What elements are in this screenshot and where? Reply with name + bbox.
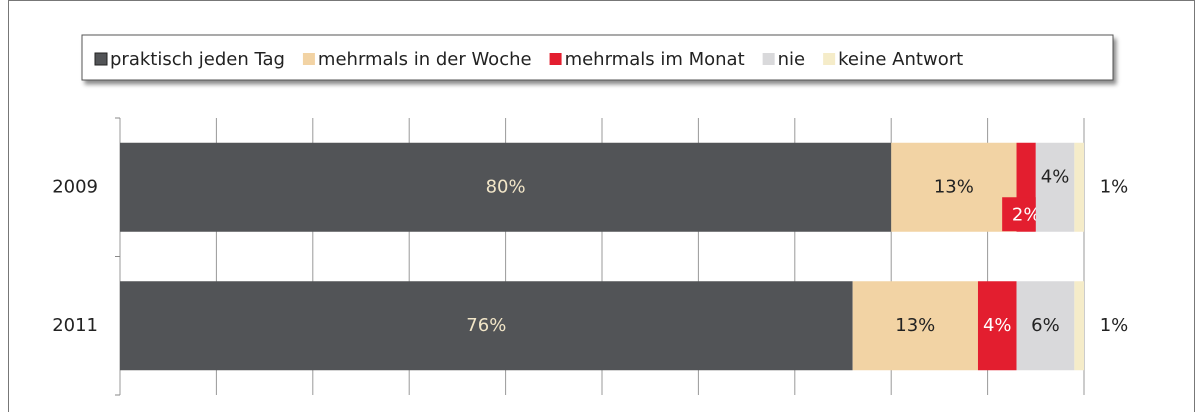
value-label: 6% [1031, 315, 1060, 336]
legend-label: praktisch jeden Tag [110, 49, 285, 70]
legend-swatch [302, 53, 315, 65]
bar-segment [120, 281, 853, 371]
bar-segment [1035, 142, 1075, 232]
value-label: 4% [983, 315, 1012, 336]
bar-segment [1016, 281, 1075, 371]
legend-swatch [823, 53, 836, 65]
value-label: 4% [1041, 166, 1070, 187]
legend-swatch [549, 53, 562, 65]
bar-segment [120, 142, 892, 232]
value-label: 2% [1012, 204, 1041, 225]
bar-segment [1074, 142, 1084, 232]
value-label: 1% [1100, 176, 1129, 197]
value-label: 80% [486, 176, 526, 197]
category-label: 2011 [52, 315, 98, 336]
legend-label: mehrmals im Monat [565, 49, 745, 70]
legend-label: nie [778, 49, 805, 70]
bar-segment [977, 281, 1017, 371]
bar-segment [852, 281, 978, 371]
value-label: 13% [934, 176, 974, 197]
value-label: 1% [1100, 315, 1129, 336]
legend-label: mehrmals in der Woche [318, 49, 532, 70]
value-label: 76% [466, 315, 506, 336]
legend-label: keine Antwort [838, 49, 963, 70]
category-label: 2009 [52, 176, 98, 197]
legend-box [81, 34, 1114, 81]
bar-segment [891, 142, 1017, 232]
legend-swatch [762, 53, 775, 65]
bar-segment [1074, 281, 1084, 371]
value-label: 13% [895, 315, 935, 336]
legend-swatch [94, 52, 108, 66]
